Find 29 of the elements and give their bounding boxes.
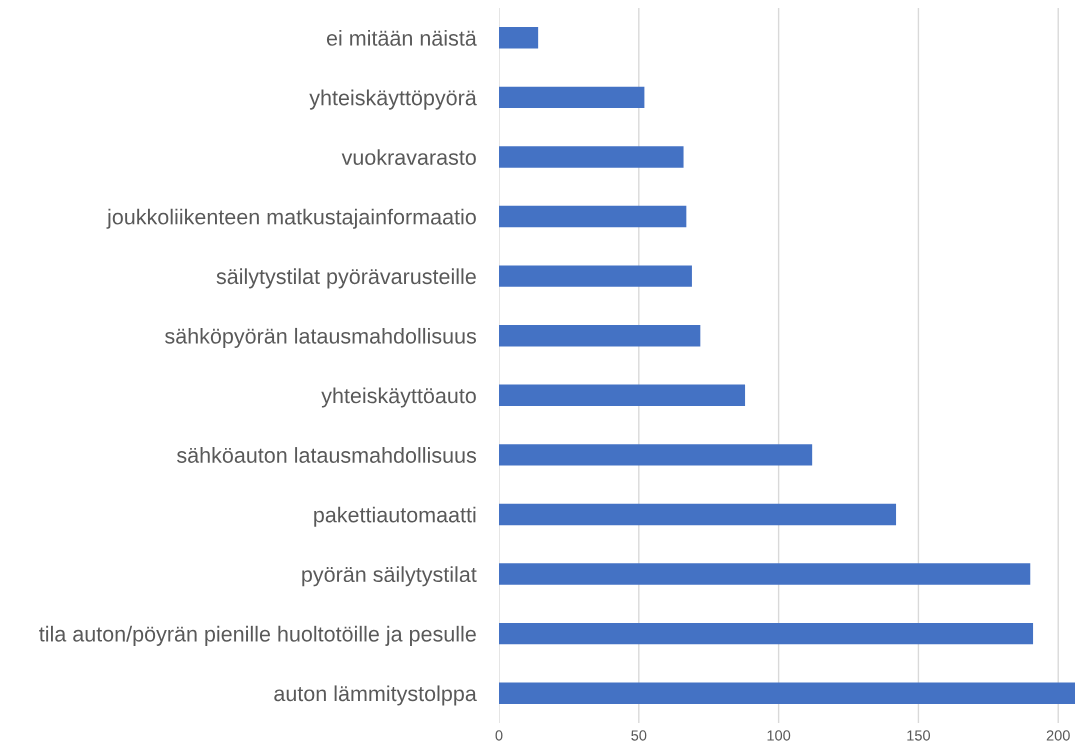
bar	[499, 444, 813, 466]
x-tick-label: 0	[495, 730, 503, 741]
y-tick-label: säilytystilat pyörävarusteille	[216, 268, 476, 289]
y-tick-label: sähköpyörän latausmahdollisuus	[165, 327, 477, 348]
bar	[499, 682, 1075, 704]
y-tick-label: pyörän säilytystilat	[302, 566, 477, 587]
bar	[499, 265, 692, 287]
bar	[499, 622, 1034, 645]
y-tick-label: auton lämmitystolppa	[274, 685, 477, 706]
x-tick-label: 150	[907, 730, 931, 741]
bar	[499, 205, 687, 228]
bar	[499, 563, 1031, 585]
y-tick-label: vuokravarasto	[341, 149, 476, 165]
bar	[499, 503, 897, 526]
bar	[499, 384, 746, 407]
x-tick-label: 200	[1046, 730, 1070, 741]
bar	[499, 27, 539, 49]
bar	[499, 86, 645, 109]
y-tick-label: ei mitään näistä	[326, 29, 477, 46]
y-tick-label: yhteiskäyttöpyörä	[309, 89, 477, 110]
x-tick-label: 50	[631, 730, 647, 741]
y-tick-label: sähköauton latausmahdollisuus	[177, 447, 477, 463]
bar	[499, 324, 701, 347]
y-tick-label: joukkoliikenteen matkustajainformaatio	[106, 208, 476, 229]
y-tick-label: yhteiskäyttöauto	[321, 387, 476, 408]
bar	[499, 146, 684, 168]
y-tick-label: tila auton/pöyrän pienille huoltotöille ja pesulle	[39, 625, 476, 646]
y-tick-label: pakettiautomaatti	[314, 506, 476, 527]
x-tick-label: 100	[767, 730, 791, 741]
